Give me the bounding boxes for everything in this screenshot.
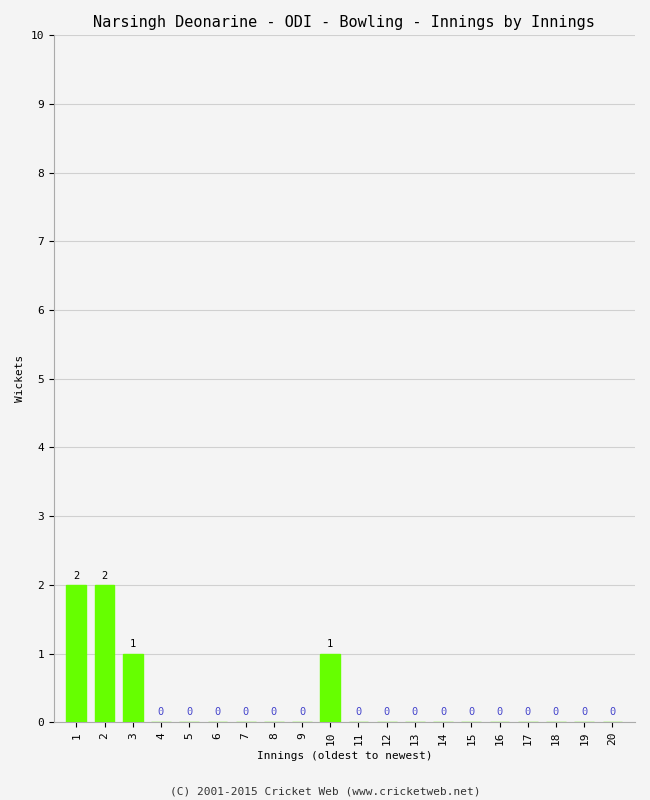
Text: 0: 0 [186,706,192,717]
Y-axis label: Wickets: Wickets [15,355,25,402]
Text: 0: 0 [412,706,418,717]
Text: 0: 0 [242,706,249,717]
Text: 2: 2 [101,570,108,581]
X-axis label: Innings (oldest to newest): Innings (oldest to newest) [257,751,432,761]
Text: 0: 0 [214,706,220,717]
Text: 0: 0 [299,706,305,717]
Text: 0: 0 [525,706,531,717]
Text: 0: 0 [271,706,277,717]
Text: 1: 1 [327,639,333,650]
Text: 0: 0 [384,706,390,717]
Bar [95,585,114,722]
Text: 0: 0 [553,706,559,717]
Bar [123,654,142,722]
Text: 0: 0 [581,706,588,717]
Text: 2: 2 [73,570,79,581]
Title: Narsingh Deonarine - ODI - Bowling - Innings by Innings: Narsingh Deonarine - ODI - Bowling - Inn… [94,15,595,30]
Bar [66,585,86,722]
Text: 0: 0 [468,706,474,717]
Text: 0: 0 [497,706,502,717]
Bar [320,654,340,722]
Text: 0: 0 [440,706,447,717]
Text: 0: 0 [609,706,616,717]
Text: 0: 0 [356,706,361,717]
Text: (C) 2001-2015 Cricket Web (www.cricketweb.net): (C) 2001-2015 Cricket Web (www.cricketwe… [170,786,480,796]
Text: 0: 0 [158,706,164,717]
Text: 1: 1 [129,639,136,650]
